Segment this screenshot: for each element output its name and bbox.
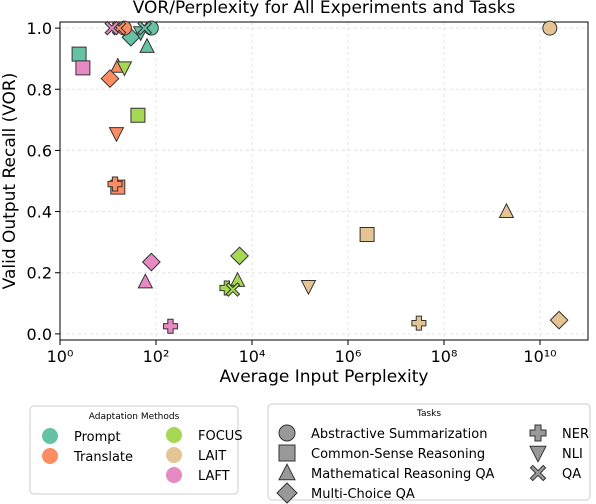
data-point-focus-nli <box>116 61 133 77</box>
y-tick-label: 0.2 <box>27 264 52 283</box>
axis-ticks: 10⁰ 10² 10⁴ 10⁶ 10⁸ 10¹⁰ 0.0 0.2 0.4 0.6 0.8 1.0 <box>27 19 557 366</box>
data-point-lait-mcqa <box>549 310 569 330</box>
data-point-translate-nli <box>108 127 125 143</box>
x-tick-label: 10¹⁰ <box>523 347 556 366</box>
legend-label-qa: QA <box>562 467 581 482</box>
task-legend-title: Tasks <box>416 409 441 419</box>
legend-marker-csr <box>278 444 296 462</box>
legend-swatch-prompt <box>42 428 58 444</box>
task-legend-frame <box>267 403 591 501</box>
data-point-laft-mcqa <box>141 252 161 272</box>
data-point-lait-nli <box>300 280 317 296</box>
x-tick-label: 10⁶ <box>335 347 362 366</box>
data-point-focus-csr <box>130 107 146 123</box>
legend-label-focus: FOCUS <box>198 429 243 444</box>
data-point-prompt-qa <box>137 20 153 36</box>
legend-swatch-focus <box>166 427 182 443</box>
legend-swatch-lait <box>166 447 182 463</box>
method-legend-title: Adaptation Methods <box>89 412 180 422</box>
legend-label-translate: Translate <box>73 450 133 465</box>
data-point-translate-ner <box>107 176 123 192</box>
x-tick-label: 10² <box>143 347 170 366</box>
data-point-lait-ner <box>411 315 427 331</box>
legend-label-lait: LAIT <box>198 449 226 464</box>
legend-label-laft: LAFT <box>198 469 230 484</box>
legend-marker-ner <box>529 424 547 442</box>
legend-label-mcqa: Multi-Choice QA <box>311 487 415 502</box>
data-point-prompt-csr <box>71 46 87 62</box>
task-legend: Tasks Abstractive Summarization Common-Se… <box>267 403 591 504</box>
legend-marker-nli <box>529 445 547 463</box>
data-point-laft-qa <box>104 20 120 36</box>
data-point-translate-mcqa <box>100 69 120 89</box>
data-point-laft-mrqa <box>137 273 154 289</box>
y-tick-label: 0.4 <box>27 203 52 222</box>
legend-label-csr: Common-Sense Reasoning <box>311 447 485 462</box>
data-point-laft-ner <box>162 318 178 334</box>
legend-swatch-laft <box>166 467 182 483</box>
legend-label-abs: Abstractive Summarization <box>311 427 487 442</box>
legend-marker-qa <box>529 464 547 482</box>
data-point-lait-csr <box>359 227 375 243</box>
method-legend-frame <box>29 405 239 495</box>
data-point-prompt-mrqa <box>139 37 155 53</box>
y-tick-label: 0.0 <box>27 325 52 344</box>
x-tick-label: 10⁴ <box>239 347 266 366</box>
legend-marker-mcqa <box>276 482 298 504</box>
data-point-laft-csr <box>75 60 91 76</box>
data-point-focus-qa <box>225 282 241 297</box>
y-axis-label: Valid Output Recall (VOR) <box>0 73 20 290</box>
legend-marker-mrqa <box>278 463 296 481</box>
data-point-lait-abs <box>542 20 558 36</box>
legend-label-nli: NLI <box>562 447 583 462</box>
chart-title: VOR/Perplexity for All Experiments and T… <box>133 0 516 18</box>
plot-area-frame <box>59 21 589 341</box>
x-axis-label: Average Input Perplexity <box>220 367 429 387</box>
legend-label-mrqa: Mathematical Reasoning QA <box>311 467 495 482</box>
y-tick-label: 1.0 <box>27 19 52 38</box>
x-tick-label: 10⁰ <box>47 347 74 366</box>
data-point-lait-mrqa <box>498 202 515 219</box>
legend-swatch-translate <box>42 448 58 464</box>
y-tick-label: 0.6 <box>27 141 52 160</box>
x-tick-label: 10⁸ <box>431 347 458 366</box>
y-tick-label: 0.8 <box>27 80 52 99</box>
legend-label-ner: NER <box>562 427 589 442</box>
data-point-focus-mcqa <box>230 246 249 266</box>
data-points <box>71 20 569 334</box>
legend-marker-abs <box>278 424 296 442</box>
method-legend: Adaptation Methods Prompt Translate FOCUS L… <box>29 405 243 495</box>
grid <box>59 22 588 340</box>
legend-label-prompt: Prompt <box>74 430 121 445</box>
